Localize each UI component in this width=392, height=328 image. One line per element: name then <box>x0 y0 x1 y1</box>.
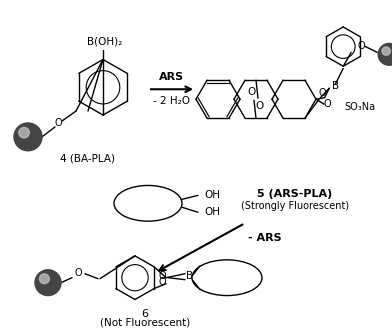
Text: O: O <box>74 268 82 278</box>
Text: O: O <box>54 118 62 128</box>
Text: OH: OH <box>204 207 220 217</box>
Circle shape <box>14 123 42 151</box>
Text: O: O <box>248 87 256 97</box>
Circle shape <box>35 270 61 296</box>
Circle shape <box>382 47 390 55</box>
Text: O: O <box>158 277 166 287</box>
Text: SO₃Na: SO₃Na <box>344 102 375 112</box>
Text: 5 (ARS-PLA): 5 (ARS-PLA) <box>258 189 333 199</box>
Text: B: B <box>332 81 339 91</box>
Text: 6: 6 <box>142 309 149 319</box>
Text: - ARS: - ARS <box>248 233 281 243</box>
Text: 4 (BA-PLA): 4 (BA-PLA) <box>60 154 116 164</box>
Text: ARS: ARS <box>160 72 185 82</box>
Circle shape <box>19 127 29 138</box>
Text: O: O <box>158 271 166 281</box>
Text: O: O <box>318 88 326 98</box>
Text: B: B <box>187 271 194 281</box>
Text: (Not Fluorescent): (Not Fluorescent) <box>100 317 190 327</box>
Text: - 2 H₂O: - 2 H₂O <box>154 96 191 106</box>
Text: OH: OH <box>204 190 220 200</box>
Text: B(OH)₂: B(OH)₂ <box>87 37 123 47</box>
Text: O: O <box>256 101 264 111</box>
Circle shape <box>40 274 49 284</box>
Text: O: O <box>324 99 331 109</box>
Circle shape <box>378 43 392 65</box>
Text: (Strongly Fluorescent): (Strongly Fluorescent) <box>241 201 349 211</box>
Text: O: O <box>358 41 365 51</box>
